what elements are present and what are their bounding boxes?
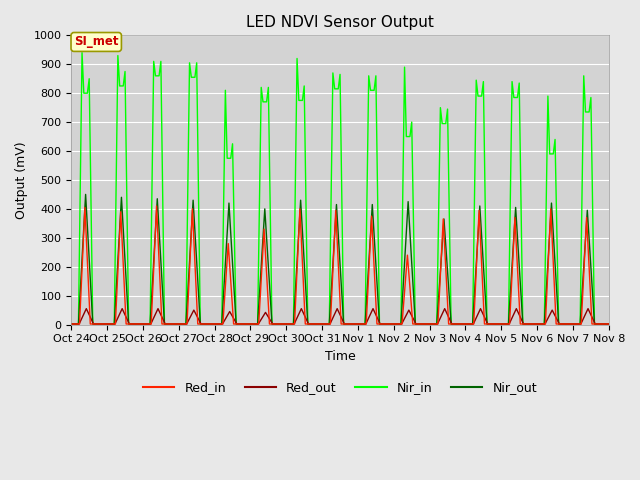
Y-axis label: Output (mV): Output (mV)	[15, 141, 28, 219]
X-axis label: Time: Time	[324, 350, 355, 363]
Text: SI_met: SI_met	[74, 36, 118, 48]
Title: LED NDVI Sensor Output: LED NDVI Sensor Output	[246, 15, 434, 30]
Legend: Red_in, Red_out, Nir_in, Nir_out: Red_in, Red_out, Nir_in, Nir_out	[138, 376, 542, 399]
